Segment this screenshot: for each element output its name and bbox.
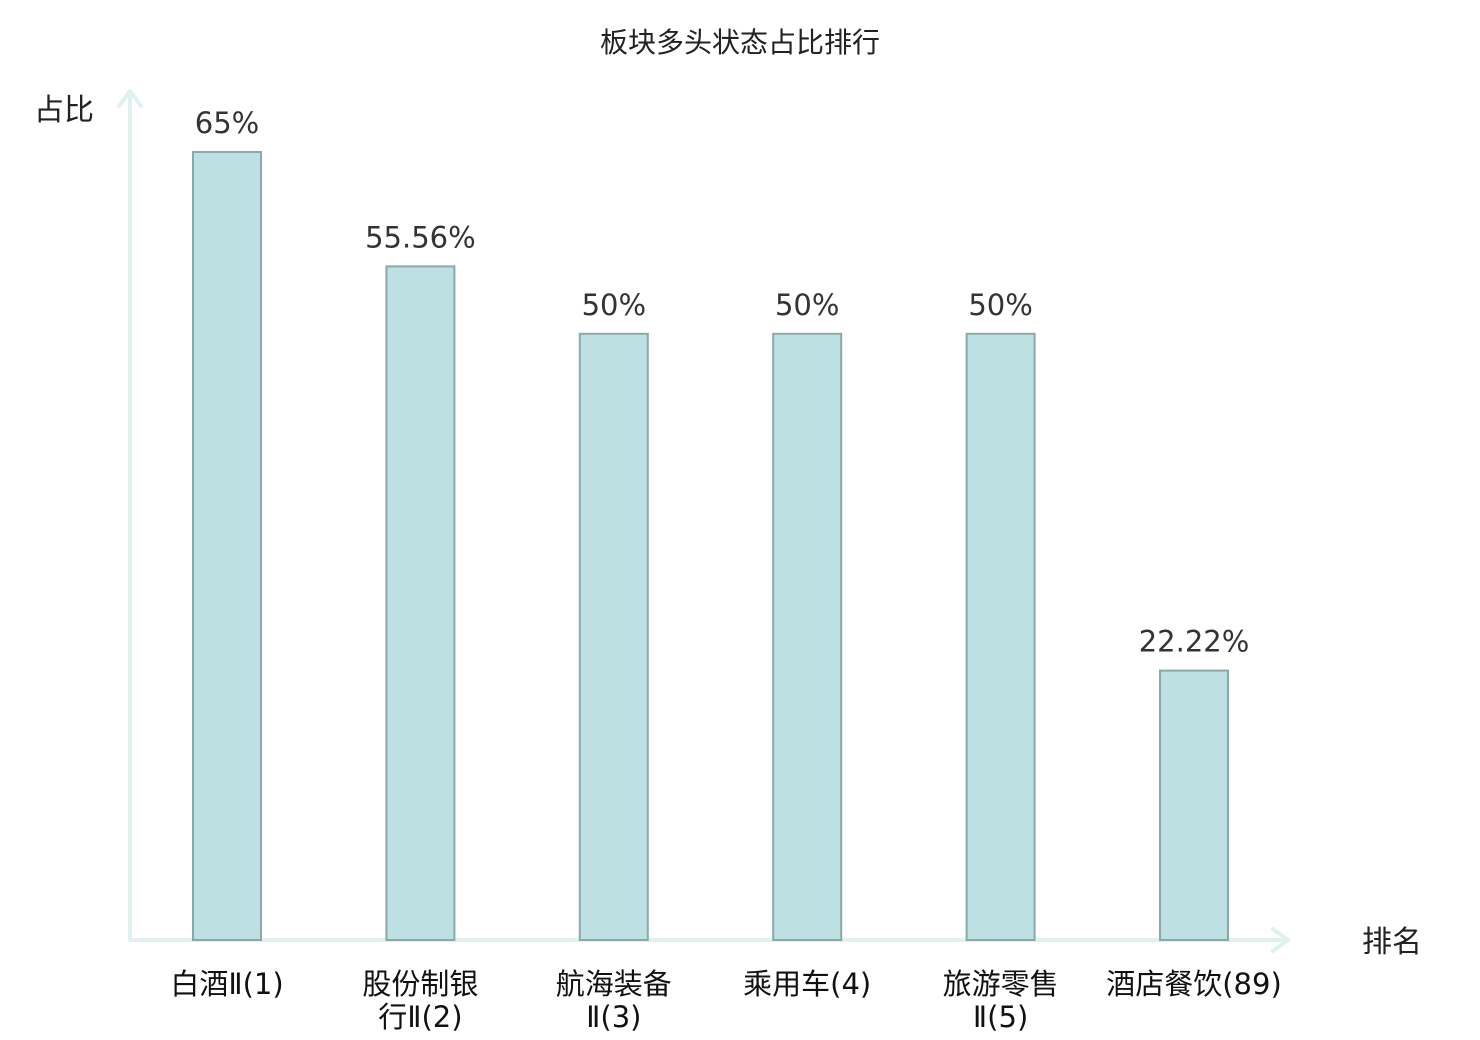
category-label: 股份制银: [362, 967, 478, 1001]
bar-value-label: 22.22%: [1139, 625, 1250, 659]
y-axis-arrow: [117, 89, 143, 108]
bar: [192, 151, 262, 941]
axes: [117, 89, 1290, 953]
bar-value-label: 65%: [195, 106, 259, 140]
category-label: 酒店餐饮(89): [1106, 967, 1282, 1001]
x-axis-label: 排名: [1362, 925, 1422, 960]
bar: [772, 332, 843, 941]
bar-value-label: 50%: [968, 288, 1032, 322]
bar: [578, 332, 649, 941]
chart-title: 板块多头状态占比排行: [600, 26, 880, 59]
bars: [192, 151, 1229, 941]
bar-value-label: 50%: [582, 288, 646, 322]
category-label: 旅游零售: [943, 967, 1059, 1001]
bar-value-label: 50%: [775, 288, 839, 322]
bar: [385, 265, 456, 941]
value-labels: 65% 55.56% 50% 50% 50% 22.22%: [195, 106, 1250, 659]
category-label: 行Ⅱ(2): [378, 1000, 462, 1034]
category-label: 乘用车(4): [743, 967, 871, 1001]
category-label: Ⅱ(5): [973, 1000, 1028, 1034]
bar: [965, 332, 1036, 941]
category-label: 航海装备: [556, 967, 672, 1001]
bar-value-label: 55.56%: [365, 220, 476, 254]
x-axis-arrow: [1271, 927, 1290, 953]
y-axis-label: 占比: [34, 93, 94, 128]
category-label: 白酒Ⅱ(1): [170, 967, 283, 1001]
category-label: Ⅱ(3): [586, 1000, 641, 1034]
bar: [1159, 669, 1229, 941]
